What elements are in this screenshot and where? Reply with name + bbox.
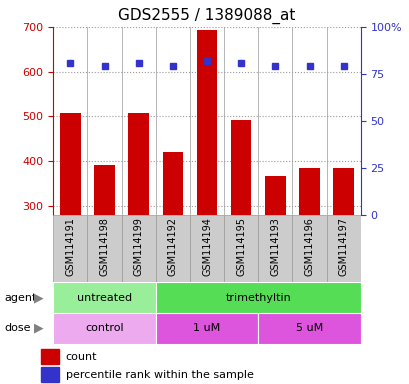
Bar (258, 313, 360, 344)
Text: percentile rank within the sample: percentile rank within the sample (65, 370, 253, 380)
Bar (258, 215, 292, 282)
Text: agent: agent (4, 293, 36, 303)
Bar (53, 282, 155, 313)
Text: ▶: ▶ (34, 322, 44, 335)
Bar (41, 367, 59, 382)
Text: GSM114192: GSM114192 (167, 217, 178, 276)
Text: GSM114196: GSM114196 (304, 217, 314, 276)
Text: dose: dose (4, 323, 31, 333)
Bar (155, 282, 360, 313)
Bar (299, 167, 319, 215)
Text: count: count (65, 352, 97, 362)
Text: GSM114194: GSM114194 (202, 217, 211, 276)
Text: GSM114198: GSM114198 (99, 217, 109, 276)
Bar (121, 215, 155, 282)
Text: GSM114199: GSM114199 (133, 217, 144, 276)
Bar (53, 215, 87, 282)
Text: 5 uM: 5 uM (295, 323, 322, 333)
Text: GSM114193: GSM114193 (270, 217, 280, 276)
Text: ▶: ▶ (34, 291, 44, 304)
Bar (292, 215, 326, 282)
Text: GSM114191: GSM114191 (65, 217, 75, 276)
Bar (333, 167, 353, 215)
Bar (189, 215, 224, 282)
Text: GSM114197: GSM114197 (338, 217, 348, 276)
Text: 1 uM: 1 uM (193, 323, 220, 333)
Bar (230, 120, 251, 215)
Text: GSM114195: GSM114195 (236, 217, 246, 276)
Bar (128, 113, 148, 215)
Text: control: control (85, 323, 124, 333)
Bar (60, 113, 81, 215)
Title: GDS2555 / 1389088_at: GDS2555 / 1389088_at (118, 8, 295, 24)
Bar (155, 313, 258, 344)
Bar (196, 30, 217, 215)
Bar (53, 313, 155, 344)
Text: untreated: untreated (77, 293, 132, 303)
Bar (87, 215, 121, 282)
Bar (41, 349, 59, 364)
Bar (94, 165, 115, 215)
Text: trimethyltin: trimethyltin (225, 293, 290, 303)
Bar (265, 175, 285, 215)
Bar (162, 152, 183, 215)
Bar (326, 215, 360, 282)
Bar (155, 215, 189, 282)
Bar (224, 215, 258, 282)
